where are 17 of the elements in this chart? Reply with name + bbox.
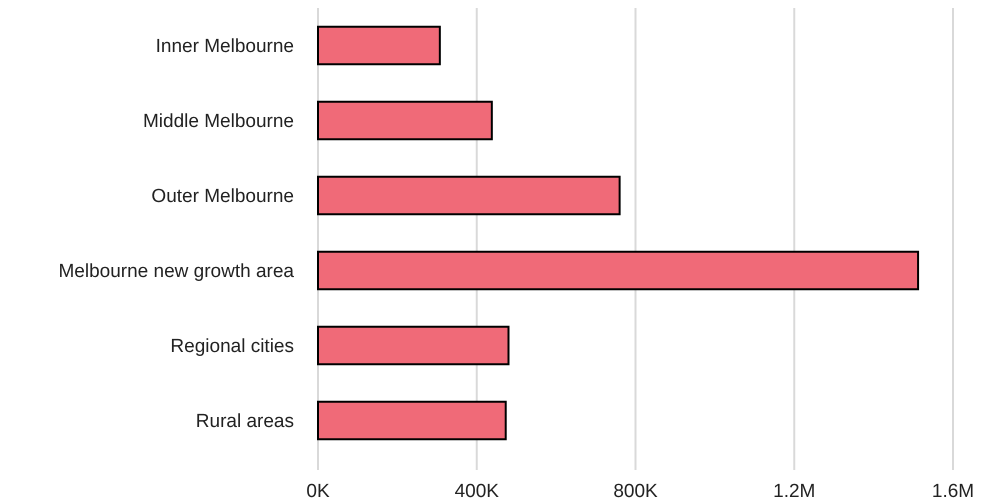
bar — [317, 176, 621, 216]
y-tick-label: Middle Melbourne — [142, 111, 294, 132]
bar — [317, 26, 441, 66]
bar — [317, 400, 507, 440]
y-tick-label: Rural areas — [196, 411, 294, 432]
x-tick-label: 1.2M — [773, 481, 816, 502]
x-tick-label: 800K — [613, 481, 658, 502]
y-tick-label: Melbourne new growth area — [58, 261, 294, 282]
bar — [317, 100, 493, 140]
x-tick-label: 400K — [454, 481, 500, 502]
bar — [317, 326, 510, 366]
y-tick-label: Outer Melbourne — [151, 186, 294, 208]
y-tick-label: Regional cities — [170, 336, 294, 358]
x-tick-label: 0K — [306, 481, 330, 502]
bar — [317, 250, 920, 290]
y-tick-label: Inner Melbourne — [156, 36, 294, 58]
x-tick-label: 1.6M — [932, 481, 974, 502]
